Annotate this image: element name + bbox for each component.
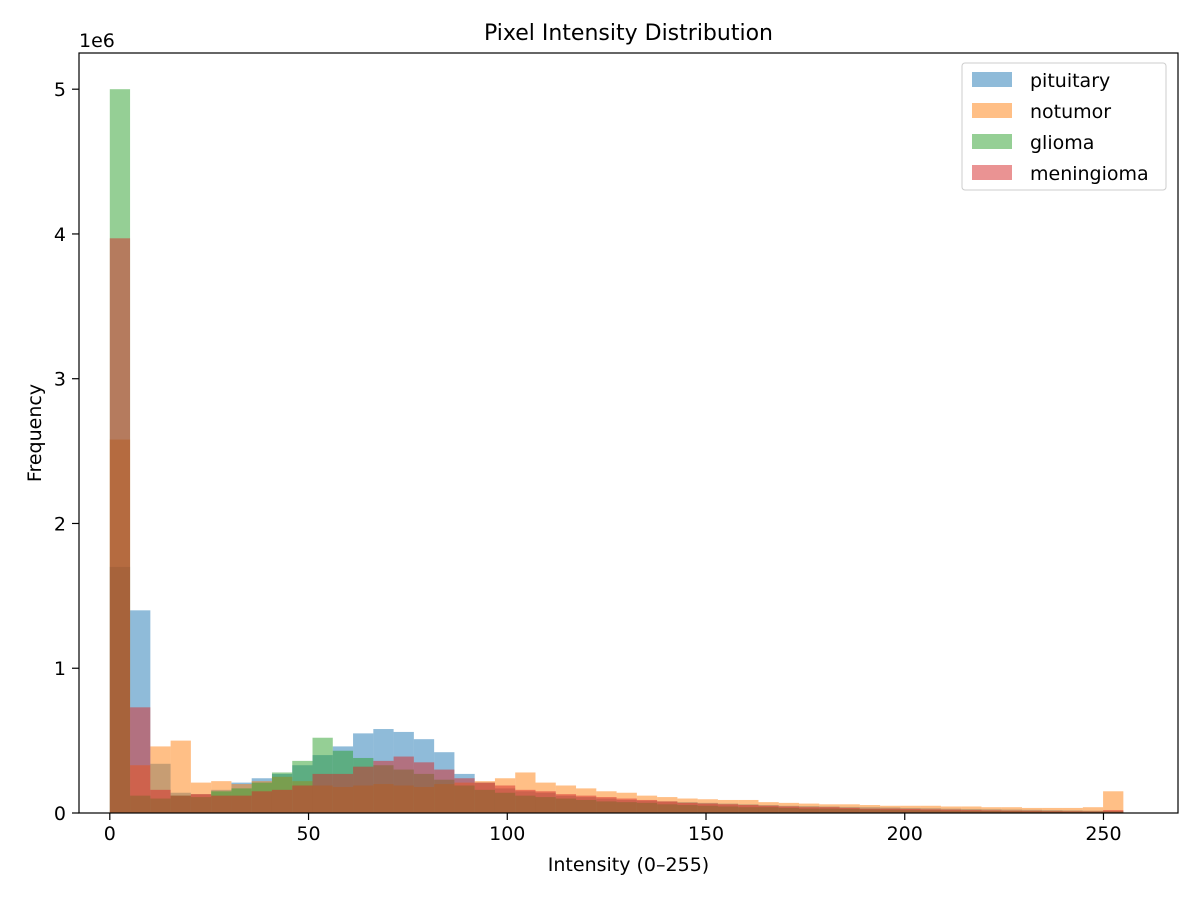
- bar-notumor-49: [1103, 791, 1124, 813]
- bar-notumor-42: [961, 806, 982, 813]
- y-tick-label: 3: [54, 369, 66, 391]
- y-offset-label: 1e6: [79, 30, 115, 52]
- y-tick-label: 2: [54, 513, 66, 535]
- x-axis-label: Intensity (0–255): [548, 854, 709, 876]
- bar-meningioma-10: [312, 773, 333, 813]
- bar-meningioma-27: [657, 801, 678, 813]
- legend-swatch-pituitary: [972, 72, 1012, 87]
- bar-meningioma-34: [799, 807, 820, 813]
- bar-meningioma-20: [515, 789, 536, 813]
- bar-meningioma-17: [454, 778, 475, 813]
- bar-meningioma-29: [697, 803, 718, 813]
- bar-meningioma-39: [900, 808, 921, 813]
- x-tick-label: 250: [1085, 823, 1121, 845]
- legend-swatch-glioma: [972, 134, 1012, 149]
- bar-meningioma-8: [271, 789, 293, 813]
- bar-notumor-43: [981, 807, 1002, 813]
- bar-meningioma-16: [434, 769, 455, 813]
- bar-notumor-3: [170, 740, 191, 813]
- x-axis-ticks: 0 50 100 150 200 250: [104, 813, 1122, 845]
- bar-meningioma-49: [1103, 810, 1124, 813]
- bar-meningioma-21: [535, 791, 556, 813]
- bar-meningioma-18: [474, 782, 495, 813]
- bar-meningioma-19: [494, 785, 516, 813]
- bar-notumor-44: [1001, 807, 1022, 813]
- bar-meningioma-40: [920, 809, 941, 813]
- bar-meningioma-28: [677, 802, 698, 813]
- bar-meningioma-35: [819, 807, 840, 813]
- bar-meningioma-11: [332, 773, 354, 813]
- bar-meningioma-30: [717, 804, 739, 813]
- x-tick-label: 50: [296, 823, 320, 845]
- bar-meningioma-5: [211, 795, 232, 813]
- bar-meningioma-43: [981, 810, 1002, 813]
- bar-meningioma-0: [109, 238, 131, 814]
- legend-swatch-notumor: [972, 103, 1012, 118]
- y-tick-label: 5: [54, 79, 66, 101]
- bar-meningioma-42: [961, 810, 982, 813]
- y-tick-label: 1: [54, 658, 66, 680]
- bar-meningioma-38: [880, 808, 901, 813]
- bar-meningioma-31: [738, 805, 759, 813]
- legend-box: [961, 62, 1167, 191]
- bar-meningioma-1: [130, 707, 151, 813]
- legend-label-pituitary: pituitary: [1030, 70, 1110, 92]
- legend-label-glioma: glioma: [1030, 132, 1094, 154]
- bar-meningioma-41: [940, 809, 962, 813]
- series-meningioma: [109, 238, 1124, 814]
- y-tick-label: 4: [54, 224, 66, 246]
- bar-meningioma-23: [576, 795, 597, 813]
- bar-meningioma-15: [413, 762, 435, 813]
- bar-meningioma-22: [555, 794, 577, 813]
- bar-meningioma-9: [292, 785, 313, 813]
- bar-meningioma-32: [758, 805, 779, 813]
- bar-meningioma-26: [636, 799, 658, 813]
- bar-meningioma-3: [170, 795, 191, 813]
- bar-meningioma-24: [596, 797, 617, 813]
- bar-meningioma-14: [393, 756, 414, 813]
- bar-meningioma-12: [353, 766, 374, 813]
- bar-notumor-45: [1021, 807, 1043, 813]
- bar-meningioma-13: [373, 760, 394, 813]
- y-axis-label: Frequency: [24, 384, 46, 482]
- histogram-bars: [109, 89, 1124, 814]
- bar-notumor-47: [1062, 807, 1083, 813]
- legend-swatch-meningioma: [972, 165, 1012, 180]
- legend: pituitary notumor glioma meningioma: [961, 62, 1167, 191]
- bar-meningioma-48: [1082, 811, 1104, 813]
- bar-meningioma-4: [190, 794, 212, 813]
- bar-meningioma-47: [1062, 811, 1083, 813]
- x-tick-label: 200: [887, 823, 923, 845]
- bar-meningioma-33: [778, 806, 800, 813]
- y-axis-ticks: 0 1 2 3 4 5: [54, 79, 79, 825]
- plot-frame: [78, 52, 1179, 814]
- bar-notumor-48: [1082, 807, 1104, 813]
- bar-meningioma-6: [231, 795, 252, 813]
- x-tick-label: 150: [688, 823, 724, 845]
- bar-meningioma-37: [859, 808, 881, 813]
- legend-label-notumor: notumor: [1030, 101, 1111, 123]
- bar-meningioma-36: [839, 807, 860, 813]
- x-tick-label: 100: [489, 823, 525, 845]
- legend-label-meningioma: meningioma: [1030, 163, 1149, 185]
- x-tick-label: 0: [104, 823, 116, 845]
- chart-title: Pixel Intensity Distribution: [484, 21, 773, 46]
- bar-meningioma-44: [1001, 810, 1022, 813]
- bar-meningioma-25: [616, 798, 637, 813]
- bar-notumor-46: [1042, 807, 1063, 813]
- bar-meningioma-2: [150, 789, 171, 813]
- y-tick-label: 0: [54, 803, 66, 825]
- bar-meningioma-46: [1042, 811, 1063, 813]
- bar-meningioma-7: [251, 791, 272, 813]
- bar-meningioma-45: [1021, 810, 1043, 813]
- axes: 0 50 100 150 200 250 0 1 2 3 4 5: [54, 52, 1179, 845]
